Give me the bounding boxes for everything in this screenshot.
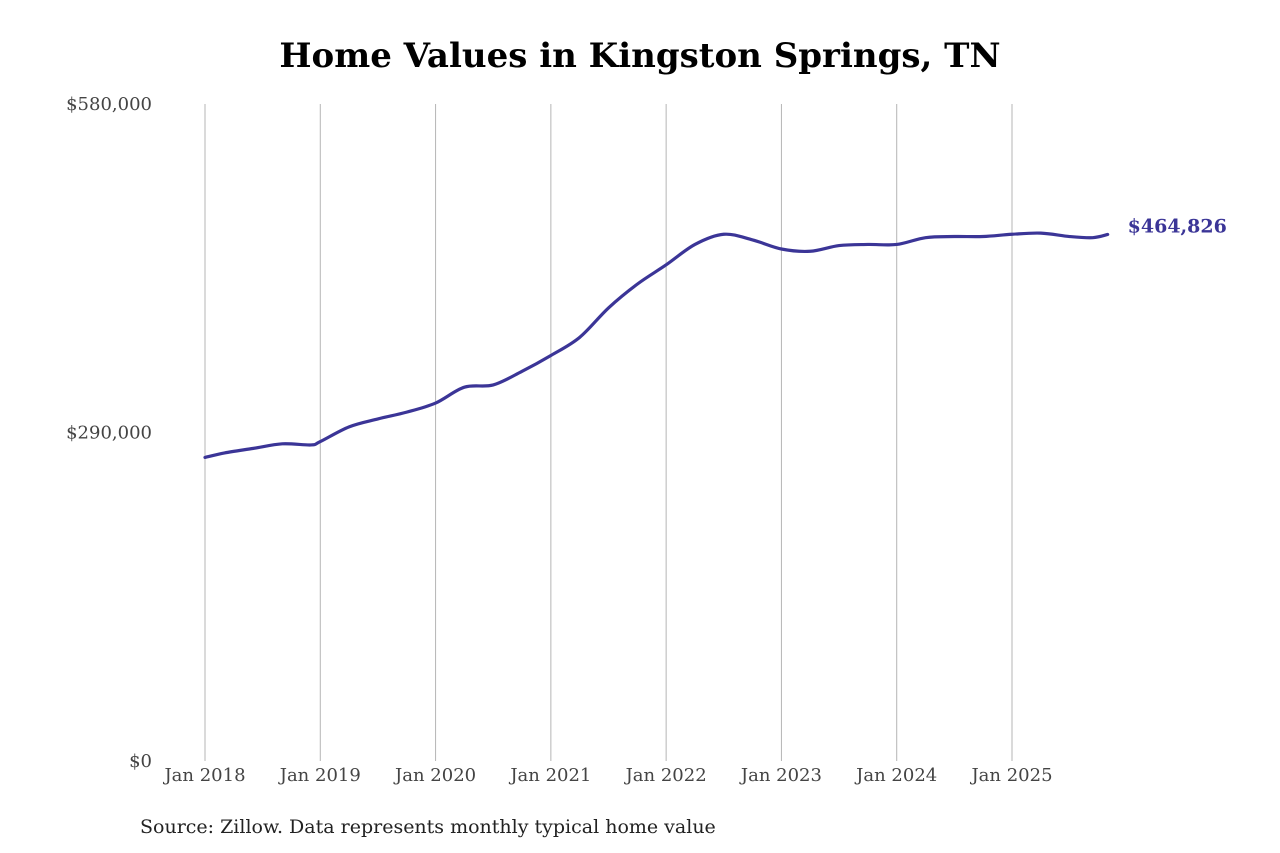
y-tick-label: $0 — [129, 751, 152, 772]
x-tick-label: Jan 2024 — [854, 765, 937, 786]
end-value-label: $464,826 — [1128, 215, 1227, 237]
x-tick-label: Jan 2023 — [739, 765, 822, 786]
chart-title: Home Values in Kingston Springs, TN — [279, 36, 1001, 76]
series-line — [203, 231, 1110, 460]
source-note: Source: Zillow. Data represents monthly … — [140, 816, 716, 838]
x-tick-label: Jan 2018 — [162, 765, 245, 786]
y-tick-label: $290,000 — [66, 423, 152, 444]
x-tick-label: Jan 2019 — [278, 765, 361, 786]
x-tick-label: Jan 2021 — [508, 765, 591, 786]
x-tick-label: Jan 2022 — [624, 765, 707, 786]
x-tick-label: Jan 2020 — [393, 765, 476, 786]
y-tick-label: $580,000 — [66, 94, 152, 115]
x-tick-label: Jan 2025 — [969, 765, 1052, 786]
